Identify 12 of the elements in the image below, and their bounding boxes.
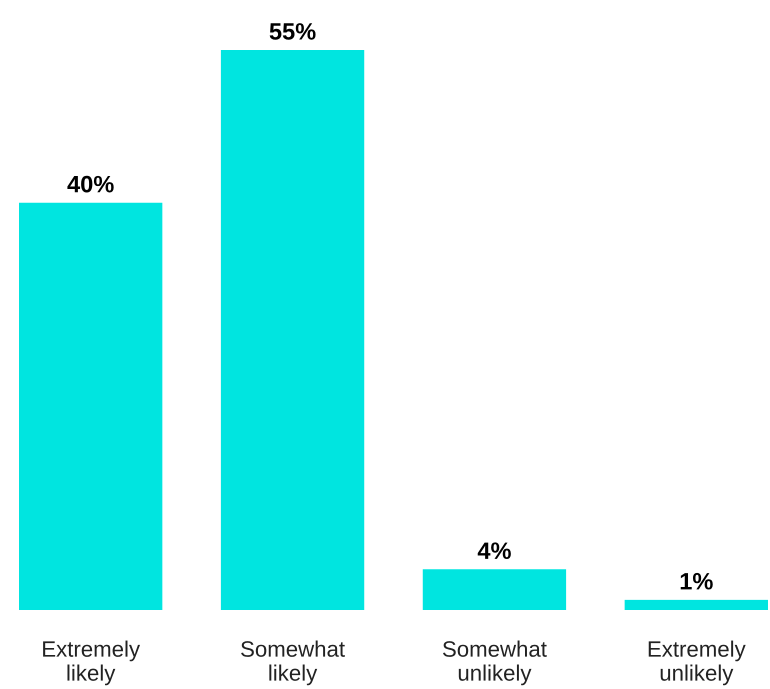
bar xyxy=(624,600,768,610)
x-tick-label: Somewhat likely xyxy=(241,640,345,686)
bar xyxy=(19,202,162,610)
x-tick-label: Extremely unlikely xyxy=(648,640,746,686)
bar xyxy=(422,569,566,610)
data-label: 40% xyxy=(67,176,114,193)
x-tick-label: Extremely likely xyxy=(43,640,140,686)
data-label: 55% xyxy=(270,23,316,40)
data-label: 4% xyxy=(478,542,511,559)
bar xyxy=(220,50,364,610)
x-tick-label: Somewhat unlikely xyxy=(442,640,547,686)
data-label: 1% xyxy=(680,572,713,590)
